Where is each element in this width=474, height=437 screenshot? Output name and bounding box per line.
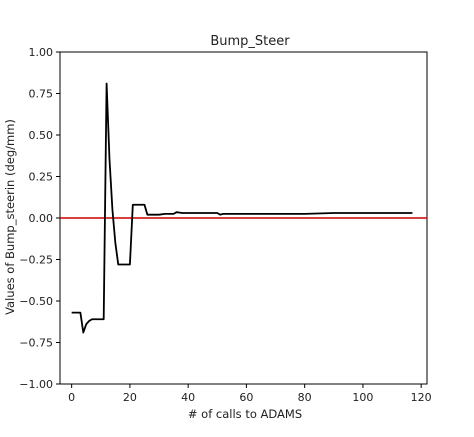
x-axis-label: # of calls to ADAMS: [188, 407, 302, 421]
y-tick-label: 0.00: [29, 212, 54, 225]
y-tick-label: 1.00: [29, 46, 54, 59]
y-tick-label: −0.25: [19, 254, 53, 267]
chart-title: Bump_Steer: [210, 34, 290, 49]
series-line-0: [71, 82, 413, 334]
x-tick-label: 60: [239, 391, 253, 404]
x-tick-label: 40: [181, 391, 195, 404]
x-tick-label: 80: [298, 391, 312, 404]
x-tick-label: 100: [352, 391, 373, 404]
x-tick-label: 120: [411, 391, 432, 404]
y-tick-label: −0.50: [19, 295, 53, 308]
y-tick-label: 0.25: [29, 171, 54, 184]
y-tick-label: 0.50: [29, 129, 54, 142]
y-tick-label: −0.75: [19, 337, 53, 350]
y-tick-label: −1.00: [19, 378, 53, 391]
y-axis-label: Values of Bump_steerin (deg/mm): [3, 119, 17, 315]
x-tick-label: 20: [123, 391, 137, 404]
x-tick-label: 0: [68, 391, 75, 404]
y-tick-label: 0.75: [29, 88, 54, 101]
plot-layer: −1.00 −0.75 −0.50 −0.25 0.00 0.25 0.50 0.75 1.00…: [19, 46, 431, 404]
